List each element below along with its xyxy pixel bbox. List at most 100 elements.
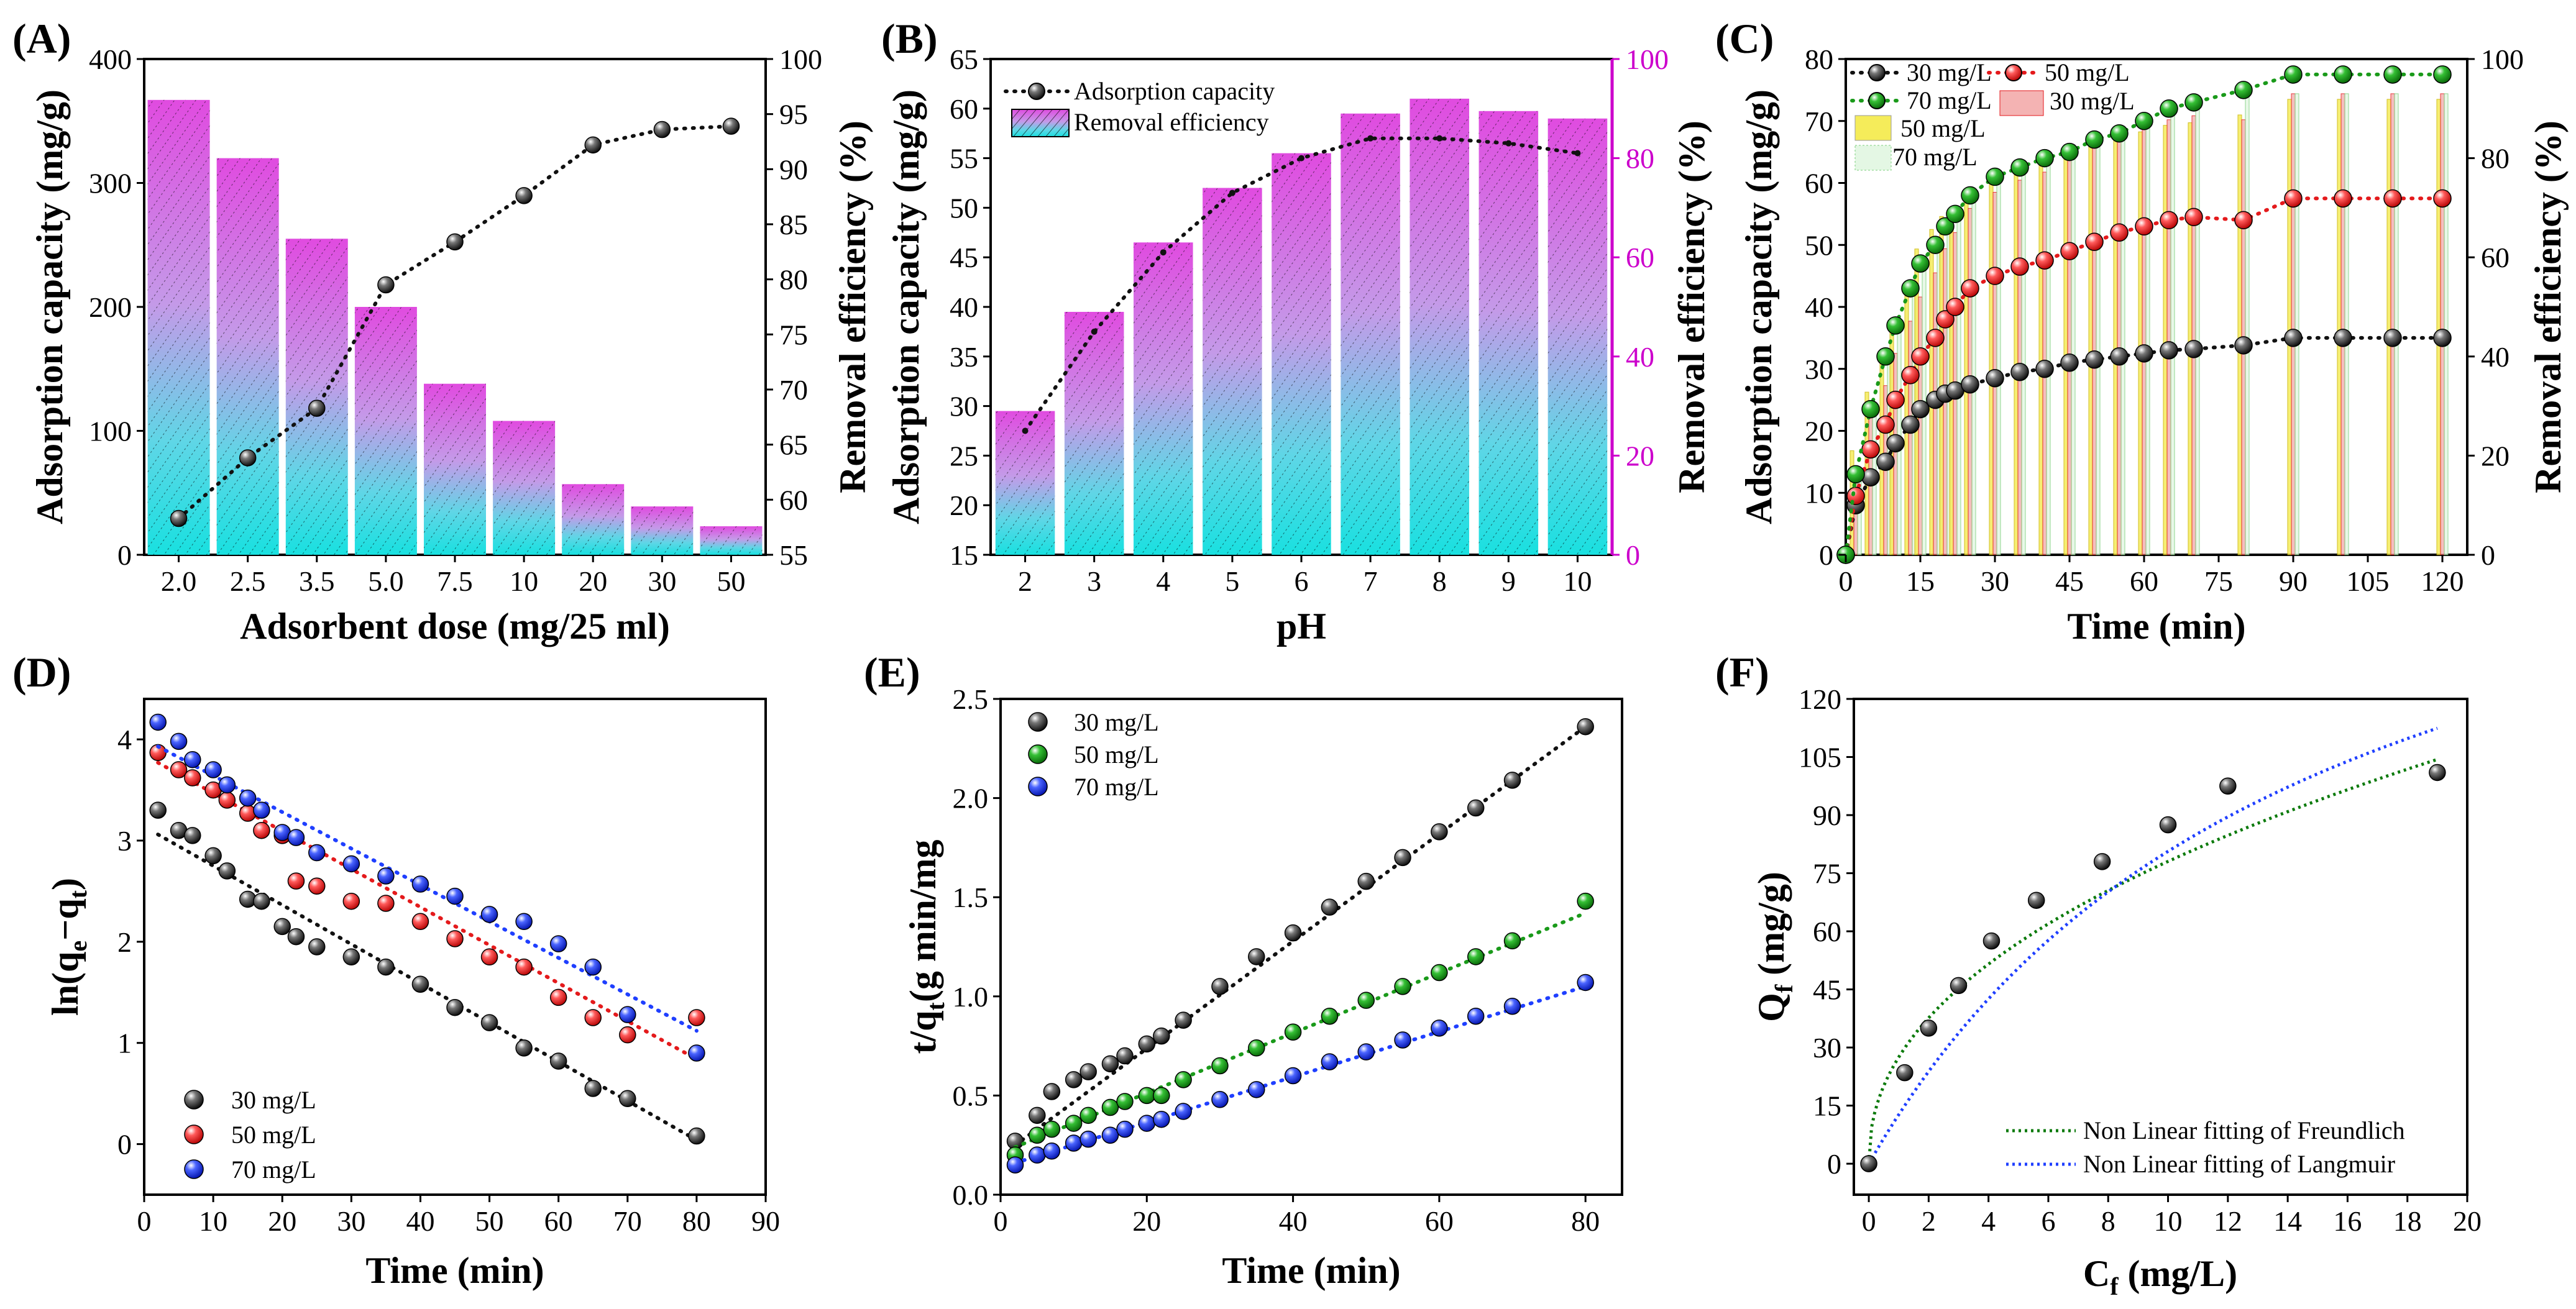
data-point (2135, 344, 2153, 363)
legend-label-langmuir: Non Linear fitting of Langmuir (2083, 1150, 2395, 1178)
data-point (688, 1009, 705, 1026)
data-point (1901, 279, 1920, 298)
data-point (2433, 65, 2452, 84)
bar (2142, 127, 2147, 555)
legend-label-freundlich: Non Linear fitting of Freundlich (2083, 1116, 2405, 1144)
x-tick-label: 7 (1364, 565, 1378, 597)
x-axis-label: pH (1277, 606, 1326, 647)
y-tick-label: 200 (89, 291, 132, 323)
bar-hatch (995, 411, 1055, 555)
legend-label: 30 mg/L (1074, 708, 1159, 736)
legend-label-capacity: Adsorption capacity (1074, 77, 1275, 105)
x-tick-label: 6 (1295, 565, 1309, 597)
data-point (1467, 948, 1485, 965)
panel-label: (C) (1715, 15, 1774, 62)
y-tick-label: 4 (117, 724, 132, 755)
data-point (273, 918, 291, 936)
x-tick-label: 40 (1279, 1205, 1308, 1237)
y-tick-label: 60 (950, 93, 978, 125)
y-tick-label: 120 (1799, 683, 1841, 715)
y-tick-label: 0 (117, 1129, 132, 1161)
data-point (1986, 267, 2004, 285)
x-tick-label: 15 (1906, 565, 1935, 597)
legend: Adsorption capacity Removal efficiency (1004, 77, 1275, 137)
data-point (2184, 208, 2203, 227)
data-point (1431, 964, 1448, 982)
data-point (377, 867, 395, 885)
data-point (1028, 712, 1048, 732)
bar-hatch (1478, 111, 1539, 555)
y-tick-label: 75 (1813, 858, 1841, 890)
x-axis-label: Time (min) (1222, 1250, 1400, 1291)
bar (1971, 194, 1976, 555)
data-point (308, 844, 326, 862)
data-point (1394, 849, 1411, 867)
data-point (2060, 242, 2079, 260)
data-point (1896, 1064, 1914, 1082)
data-point (342, 948, 360, 966)
x-tick-label: 7.5 (437, 565, 473, 597)
data-point (1911, 399, 1930, 419)
data-point (2159, 816, 2177, 834)
x-tick-label: 8 (1432, 565, 1447, 597)
data-point (1357, 872, 1375, 890)
data-point (1138, 1035, 1156, 1053)
x-tick-label: 30 (337, 1205, 365, 1237)
y2-axis-label: Removal efficiency (%) (2528, 121, 2569, 493)
data-point (377, 276, 395, 294)
data-point (1394, 978, 1411, 995)
data-point (1043, 1120, 1061, 1138)
plot-frame (999, 698, 1623, 1196)
y-tick-label: 50 (950, 192, 978, 224)
fit-curve (1867, 726, 2438, 1165)
data-point (253, 821, 270, 839)
data-point (2085, 232, 2104, 252)
data-point (2234, 336, 2253, 355)
y-tick-label: 60 (1805, 168, 1833, 199)
bar-hatch (1134, 242, 1193, 555)
x-tick-label: 20 (2453, 1205, 2482, 1237)
data-point (1116, 1047, 1134, 1065)
data-point (342, 855, 360, 873)
data-point (2035, 148, 2054, 168)
legend-marker (1868, 92, 1886, 109)
data-point (1211, 978, 1229, 995)
data-point (1431, 823, 1448, 841)
x-tick-label: 5 (1225, 565, 1239, 597)
y-tick-label: 35 (950, 341, 978, 373)
data-point (619, 1026, 636, 1044)
y2-tick-label: 75 (779, 319, 808, 350)
bar (1893, 353, 1898, 555)
data-point (2135, 217, 2153, 236)
x-axis-label: Time (min) (2067, 606, 2245, 647)
data-point (1936, 310, 1955, 329)
y-tick-label: 10 (1805, 477, 1833, 509)
data-point (308, 877, 326, 895)
data-point (480, 906, 498, 923)
data-point (584, 1009, 602, 1026)
data-point (1946, 298, 1964, 316)
bar (2145, 121, 2150, 555)
x-tick-label: 70 (613, 1205, 642, 1237)
data-point (1503, 998, 1521, 1015)
data-point (239, 449, 257, 467)
x-tick-label: 10 (199, 1205, 227, 1237)
data-point (377, 895, 395, 912)
data-point (1138, 1087, 1156, 1105)
data-point (1116, 1093, 1134, 1110)
y-tick-label: 0.0 (953, 1179, 989, 1211)
data-point (2035, 360, 2054, 378)
data-point (584, 1080, 602, 1097)
data-point (2284, 65, 2303, 84)
panel-f: 0 2 4 6 8 10 12 14 16 18 20 0 15 30 45 60 75 90 105 120 (F)… (1715, 649, 2482, 1300)
y-tick-label: 100 (89, 416, 132, 447)
y-tick-label: 20 (1805, 416, 1833, 447)
x-tick-label: 60 (544, 1205, 573, 1237)
bar (2021, 167, 2026, 555)
data-point (287, 829, 305, 846)
data-point (1211, 1091, 1229, 1108)
data-point (480, 1014, 498, 1031)
bar-hatch (216, 158, 279, 555)
bar-hatch (493, 421, 556, 555)
